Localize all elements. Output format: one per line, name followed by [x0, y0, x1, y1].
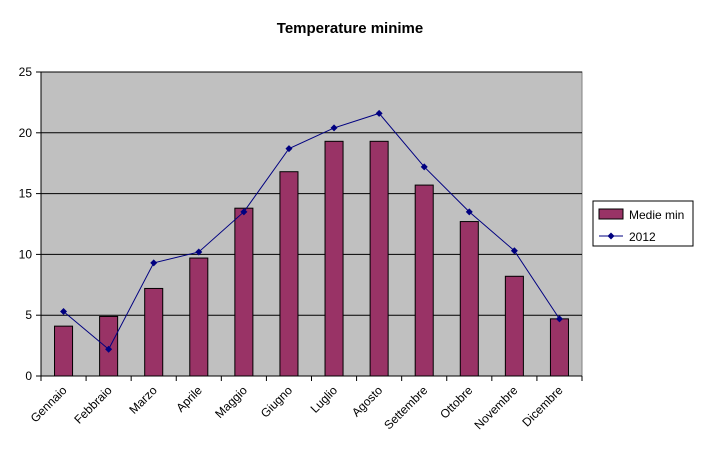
- bar: [54, 325, 74, 377]
- legend-label-line: 2012: [629, 230, 656, 244]
- x-tick-label: Marzo: [126, 383, 160, 417]
- x-tick-label: Settembre: [381, 383, 430, 432]
- x-tick-label: Novembre: [471, 383, 520, 432]
- line-point: [240, 208, 248, 216]
- line-series: [60, 109, 563, 353]
- line-point: [330, 124, 338, 132]
- x-tick-label: Dicembre: [519, 383, 565, 429]
- bar: [324, 140, 344, 377]
- bar: [144, 287, 164, 377]
- x-tick-label: Agosto: [349, 383, 386, 420]
- x-tick-label: Maggio: [212, 383, 250, 421]
- plot-area: [40, 71, 583, 377]
- x-tick-label: Luglio: [308, 383, 341, 416]
- line-point: [150, 259, 158, 267]
- y-tick-label: 0: [25, 369, 32, 383]
- line-point: [375, 109, 383, 117]
- bar: [234, 207, 254, 377]
- line-point: [465, 208, 473, 216]
- x-tick-label: Febbraio: [71, 383, 115, 427]
- bar: [549, 318, 569, 377]
- y-tick-label: 10: [19, 247, 33, 261]
- bar: [459, 221, 479, 377]
- x-tick-label: Ottobre: [437, 383, 475, 421]
- line-point: [105, 345, 113, 353]
- y-tick-label: 15: [19, 187, 33, 201]
- legend-swatch-bar: [598, 208, 624, 220]
- chart-title: Temperature minime: [277, 20, 423, 37]
- legend-marker-icon: [607, 232, 615, 240]
- y-tick-label: 5: [25, 308, 32, 322]
- line-point: [510, 247, 518, 255]
- bar: [189, 257, 209, 377]
- bar: [504, 275, 524, 377]
- series-line: [63, 112, 560, 351]
- x-tick-label: Gennaio: [28, 383, 70, 425]
- line-point: [420, 163, 428, 171]
- bar: [369, 140, 389, 377]
- line-point: [285, 145, 293, 153]
- x-tick-label: Aprile: [173, 383, 205, 415]
- y-tick-label: 20: [19, 126, 33, 140]
- legend: Medie min 2012: [592, 200, 694, 247]
- bar: [279, 171, 299, 377]
- line-point: [195, 248, 203, 256]
- bar: [414, 184, 434, 377]
- y-tick-label: 25: [19, 65, 33, 79]
- line-point: [555, 315, 563, 323]
- line-point: [60, 308, 68, 316]
- x-tick-label: Giugno: [258, 383, 295, 420]
- legend-label-bar: Medie min: [629, 208, 684, 222]
- grid-lines: [41, 71, 582, 316]
